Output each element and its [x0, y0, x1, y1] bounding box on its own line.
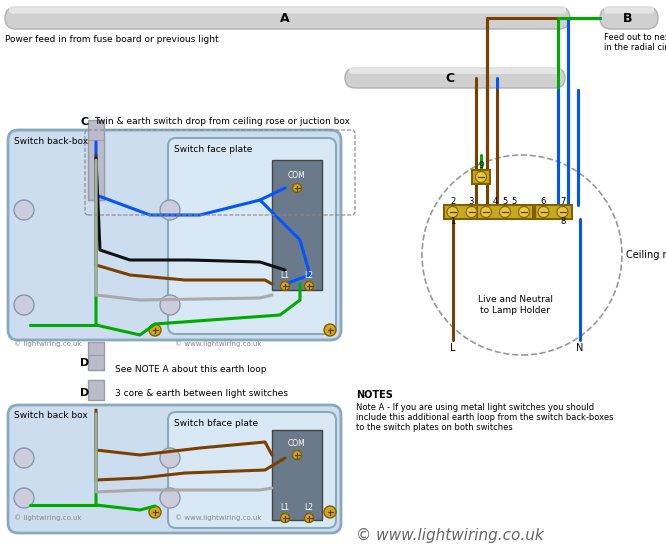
Circle shape: [292, 184, 302, 192]
Text: A: A: [280, 12, 290, 25]
FancyBboxPatch shape: [604, 6, 654, 14]
Circle shape: [519, 206, 529, 217]
Text: 2: 2: [450, 196, 456, 206]
Text: COM: COM: [288, 172, 306, 180]
Bar: [444, 205, 480, 219]
Text: 9: 9: [478, 161, 484, 169]
Circle shape: [280, 514, 290, 522]
Text: Live and Neutral
to Lamp Holder: Live and Neutral to Lamp Holder: [478, 295, 553, 315]
Text: L1: L1: [280, 272, 290, 280]
Circle shape: [324, 324, 336, 336]
Text: Switch back-box: Switch back-box: [14, 138, 88, 146]
Circle shape: [466, 206, 477, 217]
Circle shape: [14, 200, 34, 220]
FancyBboxPatch shape: [9, 6, 566, 14]
Text: © www.lightwiring.co.uk: © www.lightwiring.co.uk: [356, 527, 543, 542]
Circle shape: [160, 488, 180, 508]
Text: Power feed in from fuse board or previous light: Power feed in from fuse board or previou…: [5, 36, 218, 45]
Text: C: C: [446, 72, 455, 85]
Circle shape: [292, 450, 302, 459]
Circle shape: [447, 206, 458, 217]
Bar: [88, 342, 104, 370]
Circle shape: [160, 295, 180, 315]
Bar: [272, 430, 322, 520]
Circle shape: [149, 324, 161, 336]
Circle shape: [304, 514, 314, 522]
Text: 8: 8: [560, 217, 565, 227]
Text: Feed out to next light
in the radial circuit: Feed out to next light in the radial cir…: [604, 33, 666, 52]
Text: B: B: [623, 12, 633, 25]
Circle shape: [538, 206, 549, 217]
Text: Twin & earth switch drop from ceiling rose or juction box: Twin & earth switch drop from ceiling ro…: [94, 118, 350, 127]
Bar: [88, 120, 104, 200]
Circle shape: [557, 206, 568, 217]
FancyBboxPatch shape: [8, 405, 341, 533]
Text: 7: 7: [560, 196, 565, 206]
Text: 3 core & earth between light switches: 3 core & earth between light switches: [115, 388, 288, 398]
FancyBboxPatch shape: [168, 412, 336, 528]
Text: D: D: [81, 388, 90, 398]
Text: 3: 3: [468, 196, 474, 206]
Text: 5: 5: [502, 196, 507, 206]
Bar: [88, 380, 104, 400]
Text: L2: L2: [304, 272, 314, 280]
Text: L: L: [450, 343, 456, 353]
Text: L1: L1: [280, 503, 290, 513]
Bar: [535, 205, 571, 219]
Bar: [472, 170, 490, 184]
Text: Switch back box: Switch back box: [14, 411, 88, 421]
Text: 6: 6: [540, 196, 545, 206]
Text: COM: COM: [288, 439, 306, 448]
Bar: [272, 160, 322, 290]
Circle shape: [149, 506, 161, 518]
Circle shape: [422, 155, 622, 355]
Text: © lightwiring.co.uk: © lightwiring.co.uk: [14, 515, 82, 521]
Text: C: C: [81, 117, 89, 127]
Circle shape: [476, 172, 486, 183]
Text: © www.lightwiring.co.uk: © www.lightwiring.co.uk: [175, 340, 262, 348]
FancyBboxPatch shape: [349, 67, 561, 74]
Circle shape: [14, 295, 34, 315]
Text: to the switch plates on both switches: to the switch plates on both switches: [356, 424, 513, 432]
FancyBboxPatch shape: [345, 68, 565, 88]
Text: Ceiling rose: Ceiling rose: [626, 250, 666, 260]
Circle shape: [304, 282, 314, 290]
Text: Switch bface plate: Switch bface plate: [174, 419, 258, 427]
Text: 1: 1: [450, 217, 456, 227]
Text: NOTES: NOTES: [356, 390, 393, 400]
Circle shape: [160, 448, 180, 468]
Circle shape: [500, 206, 511, 217]
Circle shape: [14, 488, 34, 508]
Text: Note A - If you are using metal light switches you should: Note A - If you are using metal light sw…: [356, 404, 594, 412]
Text: © www.lightwiring.co.uk: © www.lightwiring.co.uk: [175, 515, 262, 521]
Text: 4: 4: [492, 196, 498, 206]
Text: © lightwiring.co.uk: © lightwiring.co.uk: [14, 340, 82, 348]
Text: L2: L2: [304, 503, 314, 513]
Text: Switch face plate: Switch face plate: [174, 146, 252, 155]
Text: N: N: [576, 343, 583, 353]
Circle shape: [160, 200, 180, 220]
Text: include this additional earth loop from the switch back-boxes: include this additional earth loop from …: [356, 414, 613, 422]
Circle shape: [324, 506, 336, 518]
Circle shape: [14, 448, 34, 468]
Bar: [477, 205, 533, 219]
FancyBboxPatch shape: [600, 7, 658, 29]
Circle shape: [480, 206, 492, 217]
Text: See NOTE A about this earth loop: See NOTE A about this earth loop: [115, 366, 266, 375]
FancyBboxPatch shape: [168, 138, 336, 334]
Text: 5: 5: [511, 196, 517, 206]
FancyBboxPatch shape: [8, 130, 341, 340]
Text: D: D: [81, 358, 90, 368]
Circle shape: [280, 282, 290, 290]
FancyBboxPatch shape: [5, 7, 570, 29]
